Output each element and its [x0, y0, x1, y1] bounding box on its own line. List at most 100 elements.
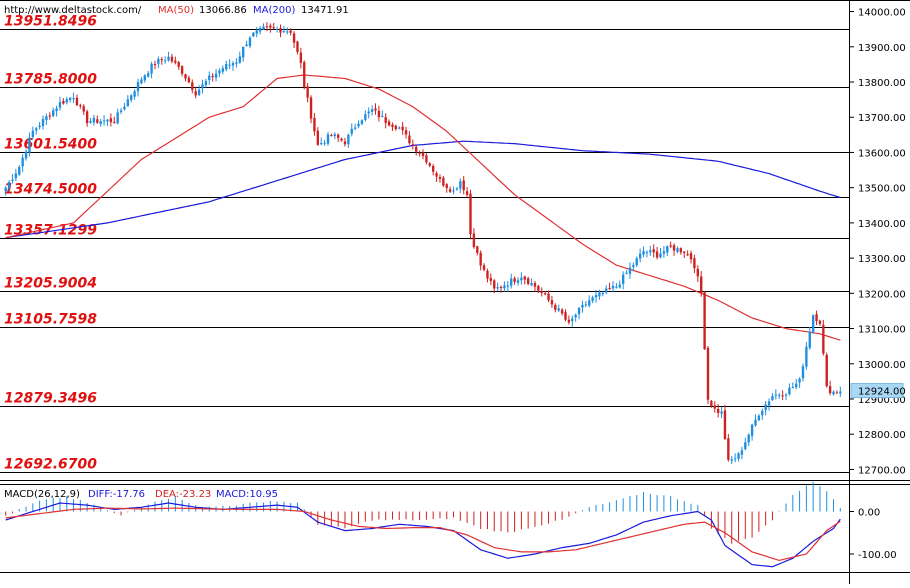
candle-body — [523, 276, 526, 280]
candle-body — [543, 293, 547, 295]
candle-body — [499, 286, 503, 288]
candle-body — [279, 28, 282, 33]
macd-header: MACD(26,12,9) DIFF:-17.76 DEA:-23.23 MAC… — [4, 489, 278, 500]
candle-body — [652, 249, 655, 253]
candle-body — [438, 177, 442, 179]
candle-body — [184, 74, 187, 79]
candle-body — [14, 173, 18, 179]
candle-body — [727, 438, 730, 460]
candle-body — [299, 52, 303, 63]
candle-body — [818, 320, 822, 324]
candle-body — [228, 64, 231, 66]
candle-body — [177, 62, 180, 67]
candle-body — [106, 119, 109, 122]
candle-body — [248, 37, 252, 47]
candle-body — [4, 187, 7, 192]
macd-indicator-label: MACD(26,12,9) — [4, 489, 80, 500]
price-axis: 14000.00 13900.00 13800.00 13700.00 13600.00… — [849, 8, 906, 476]
candle-body — [649, 250, 652, 253]
candle-body — [621, 274, 625, 284]
candle-body — [835, 392, 839, 394]
candle-body — [425, 155, 428, 163]
candle-body — [781, 395, 784, 397]
candle-body — [68, 97, 72, 100]
candlestick-series — [4, 22, 842, 465]
candle-body — [564, 312, 567, 320]
candle-body — [313, 117, 316, 132]
candle-body — [710, 400, 713, 407]
price-axis-tick-label: 13400.00 — [858, 219, 906, 230]
candle-body — [180, 66, 184, 74]
candle-body — [638, 253, 642, 259]
candle-body — [445, 184, 448, 189]
candle-body — [65, 99, 68, 103]
level-label: 12692.6700 — [4, 457, 97, 473]
ma200-legend-value: 13471.91 — [301, 5, 349, 16]
candle-body — [764, 404, 767, 410]
candle-body — [72, 98, 75, 100]
candle-body — [489, 277, 493, 281]
candle-body — [398, 127, 401, 129]
price-axis-tick-label: 12700.00 — [858, 465, 906, 476]
candle-body — [428, 163, 431, 166]
macd-dea-line — [5, 507, 841, 562]
candle-body — [374, 108, 377, 111]
price-axis-tick-label: 12900.00 — [858, 395, 906, 406]
candle-body — [387, 121, 391, 126]
candle-body — [784, 394, 788, 396]
candle-body — [333, 134, 336, 137]
candle-body — [367, 111, 370, 114]
candle-body — [174, 60, 177, 63]
candle-body — [119, 110, 123, 113]
candle-body — [662, 251, 666, 254]
candle-body — [659, 253, 662, 258]
candle-body — [530, 283, 533, 286]
candle-body — [225, 64, 228, 70]
candle-body — [82, 106, 85, 112]
candle-body — [35, 128, 38, 131]
price-axis-tick-label: 13200.00 — [858, 289, 906, 300]
candle-body — [547, 293, 550, 301]
candle-body — [197, 89, 201, 95]
candle-body — [747, 434, 750, 443]
candle-body — [459, 181, 462, 189]
candle-body — [201, 84, 204, 89]
candle-body — [625, 272, 628, 274]
candle-body — [689, 253, 693, 260]
macd-axis-tick-label: -100.00 — [858, 550, 897, 561]
candle-body — [258, 27, 262, 32]
candle-body — [431, 165, 435, 172]
candle-body — [289, 30, 292, 33]
candle-body — [574, 314, 577, 318]
candle-body — [635, 258, 638, 266]
candle-body — [31, 130, 35, 137]
candle-body — [828, 386, 832, 394]
candle-body — [320, 143, 323, 145]
candle-body — [516, 280, 520, 283]
candle-body — [503, 285, 506, 289]
macd-dea-value: DEA:-23.23 — [155, 489, 211, 500]
candle-body — [740, 450, 744, 455]
candle-body — [632, 264, 635, 267]
candle-body — [113, 121, 116, 123]
candle-body — [140, 79, 143, 84]
candle-body — [418, 152, 421, 154]
candle-body — [350, 128, 353, 134]
macd-macd-value: MACD:10.95 — [216, 489, 278, 500]
candle-body — [343, 141, 347, 145]
candle-body — [577, 307, 581, 315]
candle-body — [822, 324, 825, 354]
candle-body — [513, 278, 516, 282]
candle-body — [245, 44, 248, 46]
candle-body — [744, 442, 747, 450]
price-axis-tick-label: 14000.00 — [858, 8, 906, 19]
candle-body — [218, 70, 221, 74]
candle-body — [611, 285, 615, 289]
candle-body — [655, 251, 659, 258]
candle-body — [133, 91, 136, 97]
macd-axis: 0.00 -100.00 — [849, 508, 897, 561]
candle-body — [292, 33, 296, 43]
candle-body — [143, 75, 146, 81]
